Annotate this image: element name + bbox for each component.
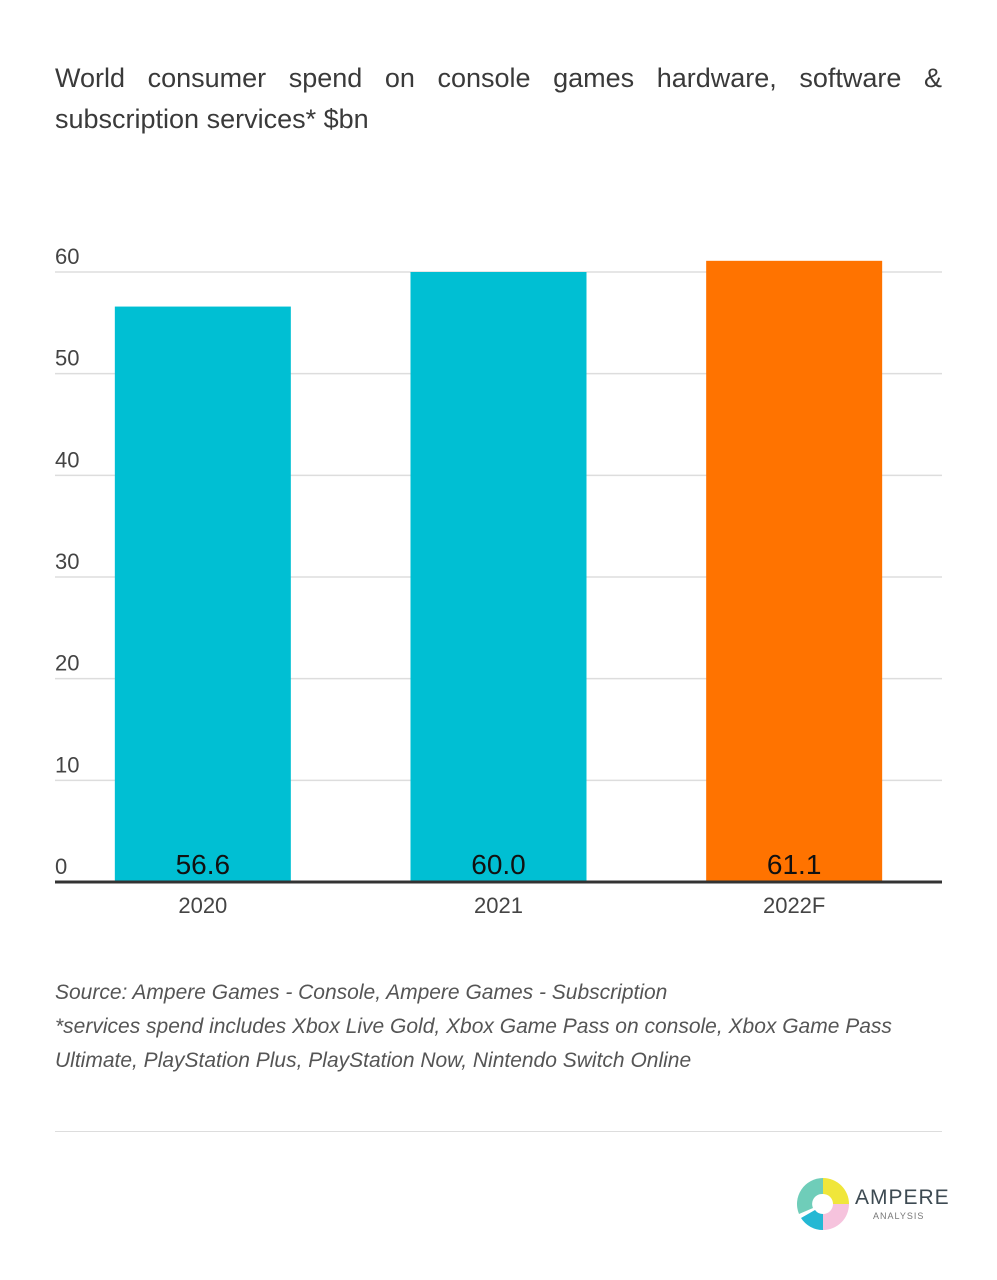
y-tick-label: 40: [55, 447, 79, 472]
ampere-analysis-logo: AMPERE ANALYSIS: [795, 1176, 949, 1232]
y-tick-label: 50: [55, 346, 79, 371]
bar: [706, 260, 883, 883]
x-tick-label: 2022F: [763, 893, 825, 918]
data-label: 56.6: [176, 849, 231, 880]
source-note: Source: Ampere Games - Console, Ampere G…: [55, 981, 668, 1004]
y-tick-label: 0: [55, 854, 67, 879]
y-tick-label: 10: [55, 752, 79, 777]
chart-title: World consumer spend on console games ha…: [55, 63, 942, 134]
chart-notes: Source: Ampere Games - Console, Ampere G…: [55, 976, 955, 1078]
logo-ring-icon: [797, 1178, 849, 1231]
data-label: 61.1: [767, 849, 822, 880]
y-tick-label: 20: [55, 651, 79, 676]
bar-chart: 0 10 20 30 40 50 60 56.6 2020 60.0 2021 61.1 2022F: [55, 244, 942, 918]
footnote: *services spend includes Xbox Live Gold,…: [55, 1015, 892, 1072]
logo-sub: ANALYSIS: [873, 1211, 925, 1221]
y-tick-label: 30: [55, 549, 79, 574]
y-tick-label: 60: [55, 244, 79, 269]
x-tick-label: 2021: [474, 893, 523, 918]
bar: [114, 306, 291, 883]
data-label: 60.0: [471, 849, 526, 880]
bar: [410, 272, 587, 882]
x-tick-label: 2020: [178, 893, 227, 918]
divider: [55, 1131, 942, 1132]
logo-name: AMPERE: [855, 1186, 950, 1209]
